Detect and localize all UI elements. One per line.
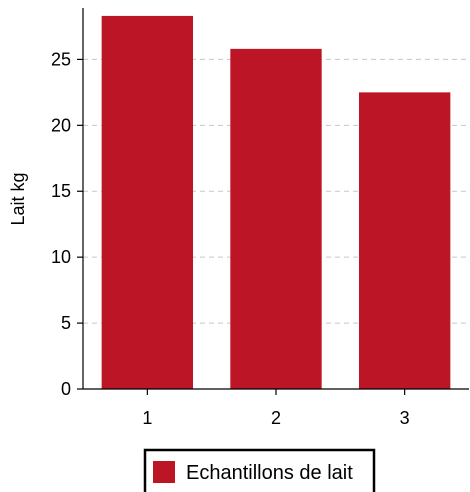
y-axis-ticks: 0 5 10 15 20 25 — [51, 49, 83, 399]
bar[interactable] — [101, 15, 194, 389]
legend-swatch — [153, 461, 175, 483]
y-tick-label: 10 — [51, 247, 71, 267]
bars — [101, 15, 451, 390]
x-axis-ticks: 1 2 3 — [142, 389, 410, 428]
legend: Echantillons de lait — [143, 448, 376, 492]
y-tick-label: 0 — [61, 379, 71, 399]
y-axis-title: Lait kg — [8, 172, 28, 225]
bar[interactable] — [230, 48, 322, 390]
x-tick-label: 2 — [271, 408, 281, 428]
x-tick-label: 3 — [400, 408, 410, 428]
bar[interactable] — [358, 92, 451, 389]
y-tick-label: 5 — [61, 313, 71, 333]
y-tick-label: 20 — [51, 115, 71, 135]
x-tick-label: 1 — [142, 408, 152, 428]
y-tick-label: 25 — [51, 49, 71, 69]
legend-box — [143, 448, 376, 492]
legend-label: Echantillons de lait — [186, 462, 353, 484]
y-tick-label: 15 — [51, 181, 71, 201]
